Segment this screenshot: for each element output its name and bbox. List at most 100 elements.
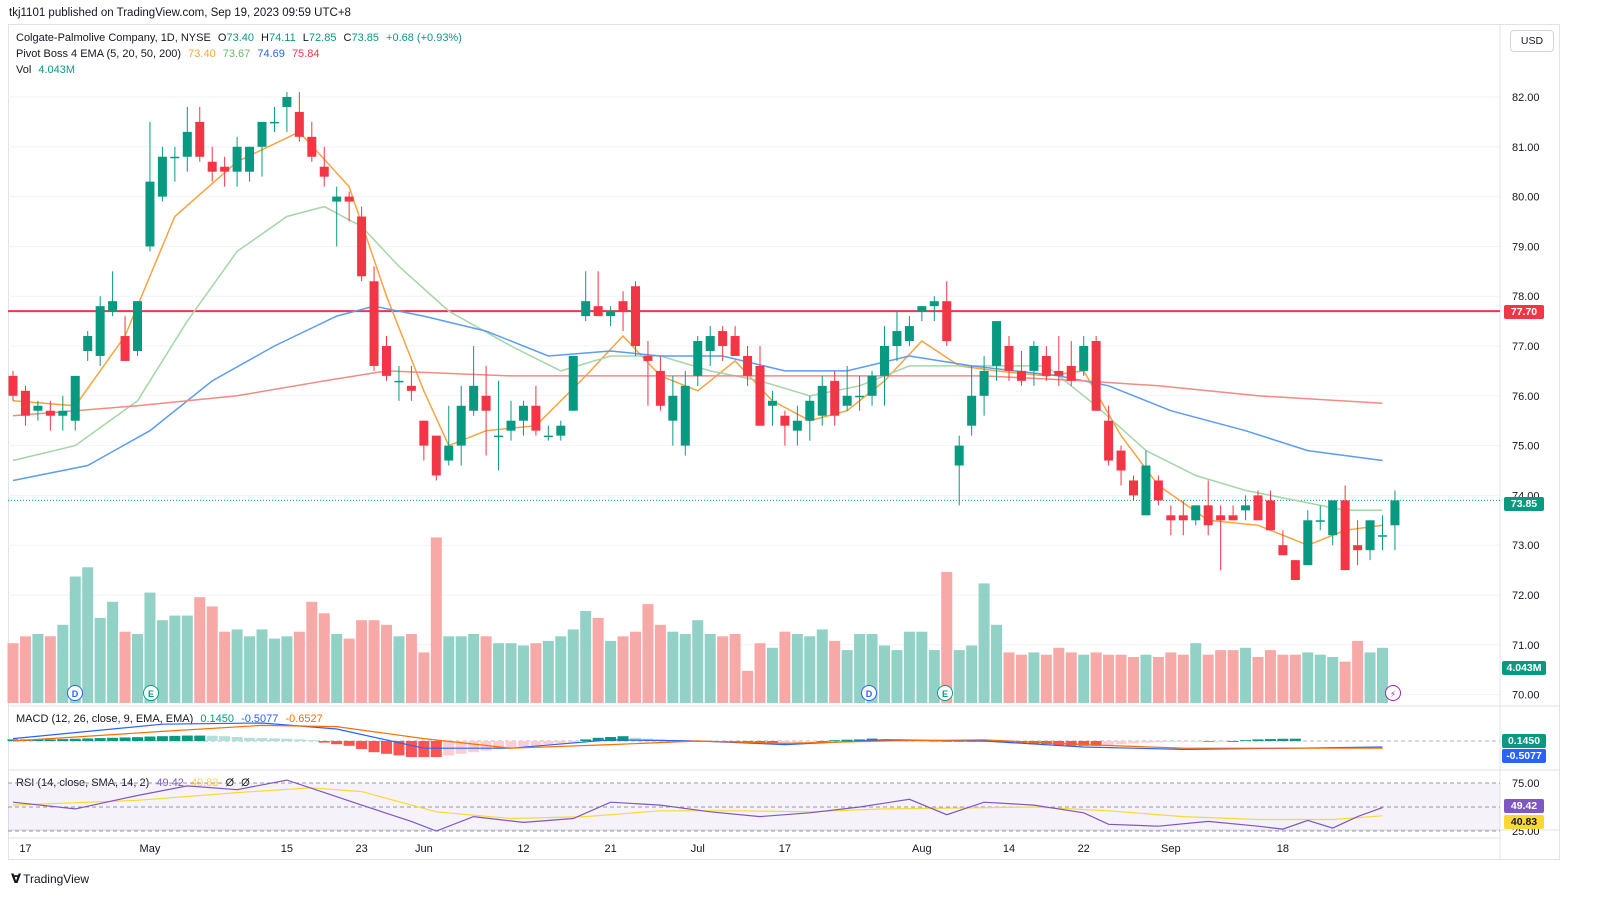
volume-bar [580, 611, 592, 703]
y-tick-label: 73.00 [1512, 540, 1540, 552]
macd-histogram-bar [791, 741, 803, 743]
macd-tag: 0.1450 [1502, 734, 1546, 748]
macd-histogram-bar [405, 741, 417, 757]
candle-body [245, 146, 255, 172]
volume-bar [1327, 657, 1339, 703]
candle-body [1041, 355, 1051, 376]
candle-body [232, 146, 242, 172]
rsi-tick-label: 75.00 [1512, 778, 1540, 790]
volume-bar [206, 606, 218, 703]
candle-body [954, 445, 964, 466]
macd-histogram-bar [493, 741, 505, 749]
volume-bar [505, 643, 517, 703]
macd-histogram-bar [244, 737, 256, 741]
volume-bar [1128, 657, 1139, 703]
volume-value: 4.043M [38, 64, 76, 76]
x-tick-label: 12 [517, 843, 529, 855]
macd-histogram-bar [567, 741, 579, 743]
macd-histogram-bar [555, 741, 567, 744]
volume-bar [1302, 652, 1314, 703]
candle-body [606, 311, 616, 317]
y-tick-label: 82.00 [1512, 92, 1540, 104]
rsi-label[interactable]: RSI (14, close, SMA, 14, 2) [16, 777, 150, 789]
macd-histogram-bar [107, 737, 119, 741]
y-tick-label: 75.00 [1512, 441, 1540, 453]
macd-histogram-bar [1165, 741, 1177, 742]
symbol-name[interactable]: Colgate-Palmolive Company, 1D, NYSE [16, 32, 211, 44]
volume-bar [829, 640, 841, 703]
lightning-icon[interactable]: ⚡ [1385, 685, 1401, 701]
volume-bar [306, 601, 318, 703]
volume-bar [194, 597, 206, 703]
candle-body [581, 301, 591, 317]
candle-body [556, 425, 566, 436]
volume-legend: Vol 4.043M [16, 64, 79, 76]
volume-bar [841, 650, 853, 703]
macd-histogram-bar [331, 741, 343, 745]
volume-bar [44, 636, 56, 703]
macd-histogram-bar [7, 739, 19, 741]
candle-body [1129, 480, 1138, 496]
candle-body [1303, 520, 1313, 566]
close-label: C [343, 32, 352, 44]
macd-histogram-bar [1252, 739, 1264, 741]
earnings-marker[interactable]: E [143, 685, 159, 701]
candle-body [767, 400, 777, 406]
candle-body [631, 286, 640, 346]
macd-histogram-bar [281, 738, 293, 741]
candle-body [1153, 480, 1163, 501]
volume-bar [1277, 654, 1289, 703]
macd-label[interactable]: MACD (12, 26, close, 9, EMA, EMA) [16, 713, 194, 725]
candle-body [805, 400, 815, 421]
ema-line [12, 305, 1383, 482]
candle-body [1066, 365, 1076, 381]
candle-body [693, 341, 703, 376]
macd-histogram-bar [1190, 741, 1202, 742]
volume-bar [742, 670, 754, 703]
candle-body [543, 435, 553, 438]
candle-body [1365, 520, 1375, 551]
tradingview-footer[interactable]: ∀ TradingView [11, 871, 89, 887]
candle-body [157, 156, 167, 197]
volume-bar [1289, 654, 1301, 703]
macd-histogram-bar [1227, 741, 1239, 742]
candle-body [419, 420, 429, 446]
candle-body [170, 156, 180, 159]
ema-indicator-name[interactable]: Pivot Boss 4 EMA (5, 20, 50, 200) [16, 48, 182, 60]
macd-histogram-bar [841, 739, 853, 741]
volume-bar [1053, 647, 1065, 703]
macd-histogram-bar [829, 740, 841, 741]
volume-bar [555, 636, 567, 703]
signal-line [12, 724, 1383, 749]
candle-body [1141, 465, 1151, 516]
resistance-price-tag: 77.70 [1504, 305, 1544, 319]
candle-body [344, 196, 354, 202]
ema200-value: 75.84 [291, 48, 320, 60]
candle-body [842, 395, 852, 406]
macd-histogram-bar [219, 736, 231, 741]
candle-body [145, 181, 155, 247]
volume-label[interactable]: Vol [16, 64, 32, 76]
dividend-marker[interactable]: D [861, 685, 877, 701]
volume-bar [343, 638, 355, 703]
macd-histogram-bar [1003, 741, 1015, 743]
volume-bar [891, 650, 903, 703]
ema-legend: Pivot Boss 4 EMA (5, 20, 50, 200) 73.40 … [16, 48, 323, 60]
volume-bar [493, 643, 505, 703]
macd-histogram-bar [468, 741, 480, 753]
volume-bar [966, 645, 978, 703]
macd-histogram-bar [580, 739, 592, 741]
dividend-marker[interactable]: D [67, 685, 83, 701]
volume-bar [941, 571, 953, 703]
volume-bar [804, 636, 816, 703]
earnings-marker[interactable]: E [937, 685, 953, 701]
currency-button[interactable]: USD [1510, 30, 1554, 52]
macd-histogram-bar [754, 741, 766, 743]
volume-bar [704, 634, 716, 703]
candle-body [70, 375, 80, 421]
candle-body [1178, 515, 1188, 521]
candle-body [431, 435, 441, 476]
candle-body [1328, 500, 1338, 536]
volume-bar [231, 629, 243, 703]
